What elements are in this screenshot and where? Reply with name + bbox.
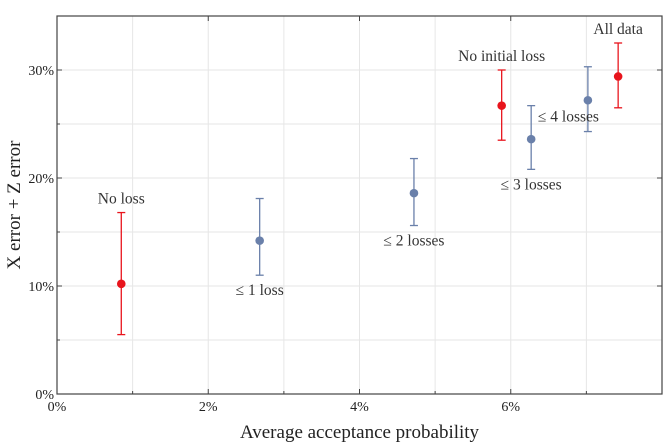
data-point: [613, 72, 623, 81]
x-tick-label: 0%: [48, 400, 67, 415]
y-tick-label: 30%: [28, 64, 54, 79]
point-label: ≤ 1 loss: [236, 282, 284, 299]
data-point: [526, 134, 536, 144]
y-tick-label: 0%: [35, 388, 54, 403]
x-axis-label: Average acceptance probability: [240, 422, 480, 443]
data-point: [116, 279, 126, 289]
data-point-group: [497, 69, 506, 141]
point-label: No loss: [98, 191, 145, 208]
point-label: No initial loss: [458, 48, 545, 65]
grid: [57, 16, 662, 394]
point-annotations: No loss No initial loss All data ≤ 1 loss ≤ …: [98, 21, 643, 299]
y-tick-label: 20%: [28, 172, 54, 187]
x-tick-label: 4%: [350, 400, 369, 415]
data-point: [409, 188, 419, 198]
data-series: [116, 42, 623, 336]
data-point: [255, 236, 264, 245]
y-tick-label: 10%: [28, 280, 54, 295]
y-axis-label: X error + Z error: [4, 140, 25, 270]
data-point-group: [583, 66, 593, 133]
data-point-group: [255, 197, 264, 276]
data-point: [583, 95, 593, 105]
point-label: ≤ 4 losses: [538, 109, 599, 126]
data-point-group: [526, 104, 536, 171]
data-point: [497, 101, 506, 110]
data-point-group: [116, 211, 126, 336]
x-tick-label: 2%: [199, 400, 218, 415]
data-point-group: [613, 42, 623, 109]
point-label: ≤ 2 losses: [383, 233, 444, 250]
axis-ticks: 0% 2% 4% 6% 0% 10% 20% 30%: [28, 16, 662, 415]
point-label: ≤ 3 losses: [501, 176, 562, 193]
point-label: All data: [593, 21, 643, 38]
data-point-group: [409, 157, 419, 227]
x-tick-label: 6%: [501, 400, 520, 415]
